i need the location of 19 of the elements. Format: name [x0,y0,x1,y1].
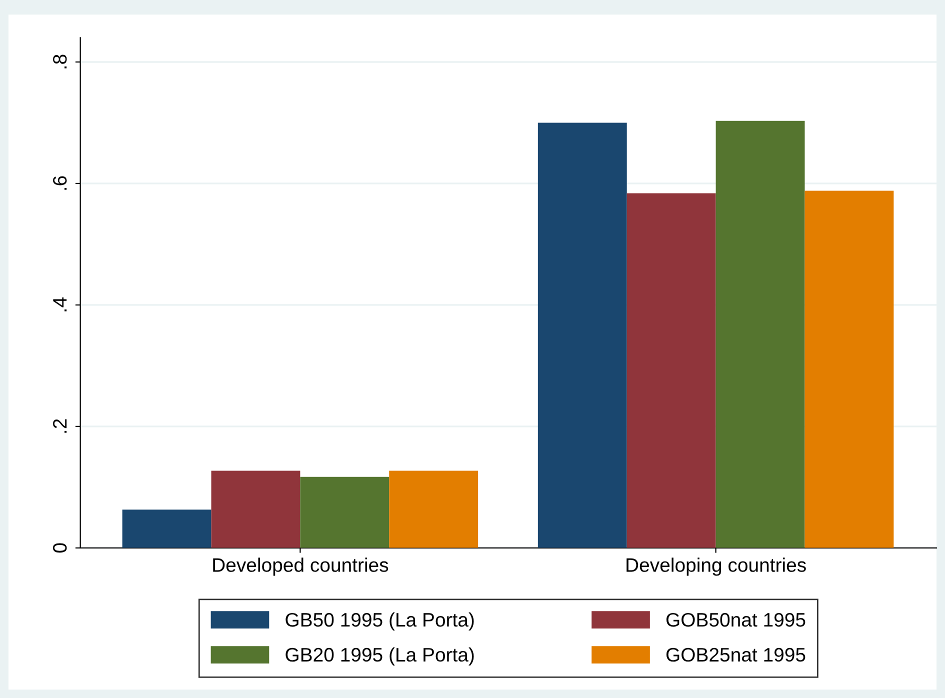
bar [804,190,894,548]
bar [122,510,212,548]
y-tick-label: .6 [52,176,67,190]
legend-label: GB50 1995 (La Porta) [286,612,474,631]
y-tick-label: 0 [52,543,67,553]
y-tick-label: .2 [52,419,67,433]
y-tick-label: .4 [53,297,67,312]
x-tick-label: Developed countries [213,558,388,576]
legend-label: GOB50nat 1995 [666,612,806,627]
legend-label: GOB25nat 1995 [666,648,806,662]
bar [626,193,716,548]
bar [538,122,627,548]
bar [716,120,805,548]
legend-label: GB20 1995 (La Porta) [286,647,474,666]
bar [300,476,390,548]
x-tick-label: Developing countries [626,558,806,576]
y-tick-label: .8 [52,54,67,68]
bar [211,470,300,548]
bar [389,470,478,548]
